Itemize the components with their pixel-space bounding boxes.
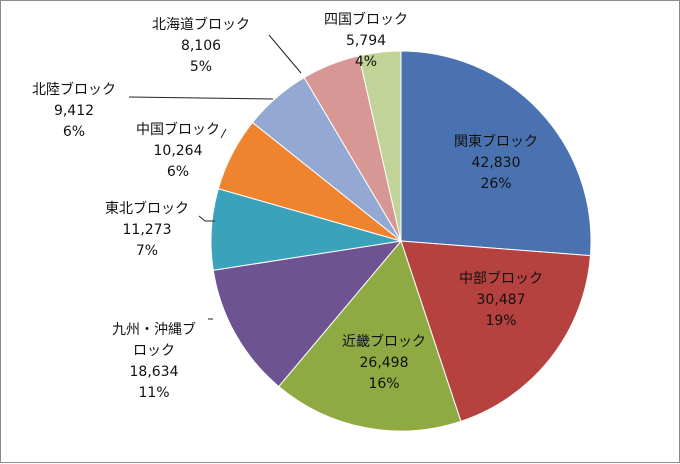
pie-slice-1	[400, 50, 592, 257]
slice-value: 42,830	[472, 155, 521, 171]
slice-name: ロック	[133, 343, 175, 359]
slice-percent: 7%	[136, 243, 158, 259]
slice-label-1: 関東ブロック 42,830 26%	[454, 133, 538, 192]
slice-label-8: 北海道ブロック 8,106 5%	[152, 16, 250, 75]
slice-percent: 6%	[167, 164, 189, 180]
leader-line-7	[128, 96, 274, 100]
slice-value: 11,273	[123, 222, 172, 238]
leader-line-5	[198, 215, 215, 222]
slice-value: 26,498	[360, 355, 409, 371]
slice-percent: 11%	[138, 385, 169, 401]
slice-value: 30,487	[477, 292, 526, 308]
slice-value: 8,106	[181, 38, 221, 54]
slice-name: 中国ブロック	[136, 121, 220, 138]
slice-value: 18,634	[130, 364, 179, 380]
slice-percent: 5%	[190, 59, 212, 75]
slice-label-6: 中国ブロック 10,264 6%	[136, 121, 220, 180]
slice-name: 中部ブロック	[459, 270, 543, 287]
slice-name: 北海道ブロック	[152, 16, 250, 33]
slice-name: 九州・沖縄ブ	[112, 321, 196, 338]
slice-name: 関東ブロック	[454, 133, 538, 150]
slice-percent: 19%	[485, 313, 516, 329]
slice-name: 近畿ブロック	[342, 333, 426, 350]
slice-name: 四国ブロック	[324, 11, 408, 28]
leader-line-8	[268, 34, 302, 74]
leader-line-6	[220, 128, 227, 139]
slice-value: 10,264	[154, 143, 203, 159]
slice-percent: 16%	[368, 376, 399, 392]
pie-slice-3	[278, 239, 462, 432]
slice-label-2: 中部ブロック 30,487 19%	[459, 270, 543, 329]
slice-label-7: 北陸ブロック 9,412 6%	[32, 81, 116, 140]
slice-label-3: 近畿ブロック 26,498 16%	[342, 333, 426, 392]
pie-slice-4	[212, 240, 403, 388]
pie-slice-2	[400, 240, 591, 422]
slice-value: 9,412	[54, 103, 94, 119]
slice-name: 北陸ブロック	[32, 81, 116, 98]
slice-label-9: 四国ブロック 5,794 4%	[324, 11, 408, 70]
slice-percent: 4%	[355, 54, 377, 70]
slice-label-4: 九州・沖縄ブロック 18,634 11%	[112, 321, 196, 401]
slice-name: 東北ブロック	[105, 200, 189, 217]
slice-percent: 26%	[480, 176, 511, 192]
slice-label-5: 東北ブロック 11,273 7%	[105, 200, 189, 259]
pie-slice-9	[358, 50, 402, 242]
slice-value: 5,794	[346, 33, 386, 49]
slice-percent: 6%	[63, 124, 85, 140]
